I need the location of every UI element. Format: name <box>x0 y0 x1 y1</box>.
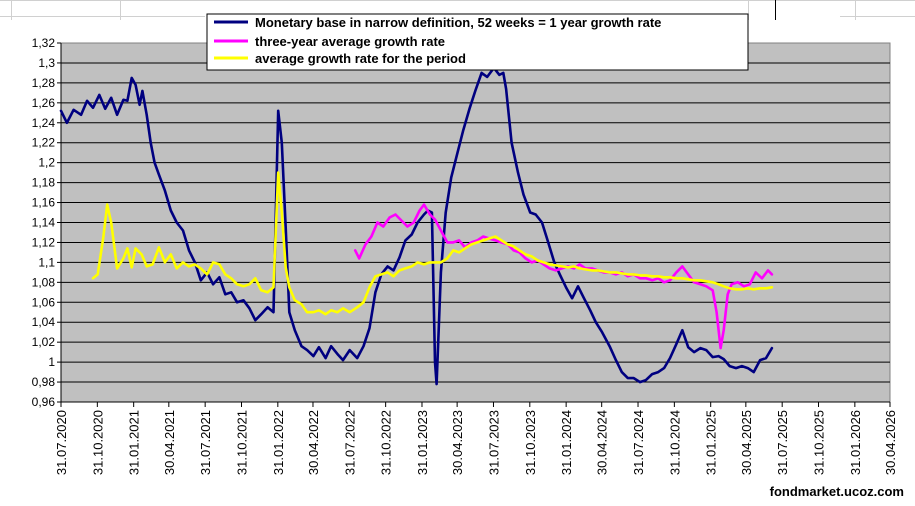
x-tick-label: 30.04.2026 <box>883 410 898 475</box>
x-tick-label: 31.01.2023 <box>415 410 430 475</box>
legend-box <box>206 13 749 71</box>
y-tick-label: 1,14 <box>32 216 56 230</box>
x-tick-label: 31.01.2026 <box>848 410 863 475</box>
x-tick-label: 30.04.2021 <box>162 410 177 475</box>
sheet-gridlines <box>0 0 915 20</box>
legend-label-monetary-base: Monetary base in narrow definition, 52 w… <box>255 15 661 30</box>
y-tick-label: 1,08 <box>32 275 56 289</box>
y-tick-label: 0,96 <box>32 395 56 409</box>
x-tick-label: 31.07.2025 <box>775 410 790 475</box>
y-tick-label: 1 <box>48 355 55 369</box>
x-tick-label: 30.04.2023 <box>450 410 465 475</box>
x-tick-label: 30.04.2022 <box>306 410 321 475</box>
x-tick-label: 31.10.2023 <box>523 410 538 475</box>
x-tick-label: 31.07.2024 <box>631 410 646 475</box>
x-tick-label: 31.01.2021 <box>127 410 142 475</box>
x-tick-label: 31.10.2025 <box>812 410 827 475</box>
x-tick-label: 31.01.2022 <box>271 410 286 475</box>
y-tick-label: 1,1 <box>38 255 55 269</box>
series-monetary-base-line <box>59 66 774 386</box>
y-tick-label: 1,32 <box>32 36 56 50</box>
y-tick-label: 1,24 <box>32 116 56 130</box>
series-lines <box>59 66 774 386</box>
y-tick-label: 1,06 <box>32 295 56 309</box>
x-tick-label: 31.10.2024 <box>667 410 682 475</box>
x-tick-label: 31.07.2020 <box>54 410 69 475</box>
x-tick-label: 31.10.2020 <box>90 410 105 475</box>
x-tick-label: 31.10.2021 <box>234 410 249 475</box>
y-axis: 0,96 0,98 1 1,02 1,04 1,06 1,08 1,1 1,12 1,14 1,16… <box>32 36 62 409</box>
x-tick-label: 31.10.2022 <box>379 410 394 475</box>
legend-label-three-year: three-year average growth rate <box>255 34 445 49</box>
x-tick-label: 31.07.2021 <box>198 410 213 475</box>
legend-label-period-average: average growth rate for the period <box>255 51 466 66</box>
x-tick-label: 31.01.2025 <box>704 410 719 475</box>
x-tick-label: 31.01.2024 <box>559 410 574 475</box>
y-tick-label: 1,26 <box>32 96 56 110</box>
y-tick-label: 0,98 <box>32 375 56 389</box>
y-tick-label: 1,3 <box>38 56 55 70</box>
y-tick-label: 1,02 <box>32 335 56 349</box>
y-tick-label: 1,18 <box>32 176 56 190</box>
x-axis: 31.07.2020 31.10.2020 31.01.2021 30.04.2021… <box>54 401 898 475</box>
y-tick-label: 1,28 <box>32 76 56 90</box>
x-tick-label: 30.04.2025 <box>739 410 754 475</box>
watermark: fondmarket.ucoz.com <box>770 484 904 499</box>
y-tick-label: 1,04 <box>32 315 56 329</box>
x-tick-label: 30.04.2024 <box>595 410 610 475</box>
legend: Monetary base in narrow definition, 52 w… <box>206 13 749 71</box>
y-tick-label: 1,12 <box>32 235 56 249</box>
x-tick-label: 31.07.2023 <box>486 410 501 475</box>
watermark-background <box>755 482 907 500</box>
y-tick-label: 1,16 <box>32 196 56 210</box>
x-tick-label: 31.07.2022 <box>342 410 357 475</box>
y-tick-label: 1,2 <box>38 156 55 170</box>
series-period-average-line <box>91 171 774 316</box>
y-tick-label: 1,22 <box>32 136 56 150</box>
